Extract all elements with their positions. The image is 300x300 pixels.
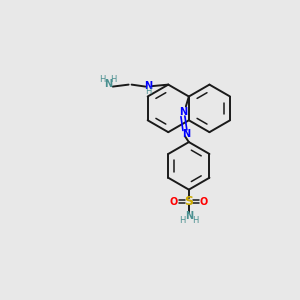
Text: N: N <box>179 107 187 117</box>
Text: N: N <box>182 129 190 139</box>
Text: H: H <box>111 75 117 84</box>
Text: H: H <box>99 75 105 84</box>
Text: H: H <box>145 87 152 96</box>
Text: N: N <box>185 212 193 221</box>
Text: H: H <box>179 216 185 225</box>
Text: O: O <box>170 196 178 206</box>
Text: N: N <box>104 79 112 88</box>
Text: O: O <box>200 196 208 206</box>
Text: H: H <box>193 216 199 225</box>
Text: N: N <box>144 81 152 91</box>
Text: S: S <box>184 195 194 208</box>
